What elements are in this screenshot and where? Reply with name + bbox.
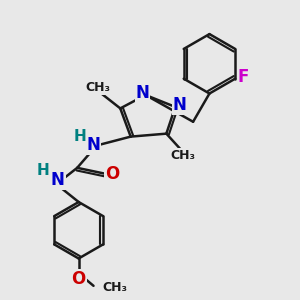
Text: O: O [71,270,86,288]
Text: CH₃: CH₃ [102,281,128,294]
Text: CH₃: CH₃ [170,149,195,162]
Text: N: N [136,84,149,102]
Text: F: F [238,68,249,86]
Text: N: N [87,136,100,154]
Text: N: N [173,96,187,114]
Text: H: H [74,129,86,144]
Text: N: N [51,171,65,189]
Text: H: H [37,163,50,178]
Text: CH₃: CH₃ [85,81,110,94]
Text: O: O [105,165,119,183]
